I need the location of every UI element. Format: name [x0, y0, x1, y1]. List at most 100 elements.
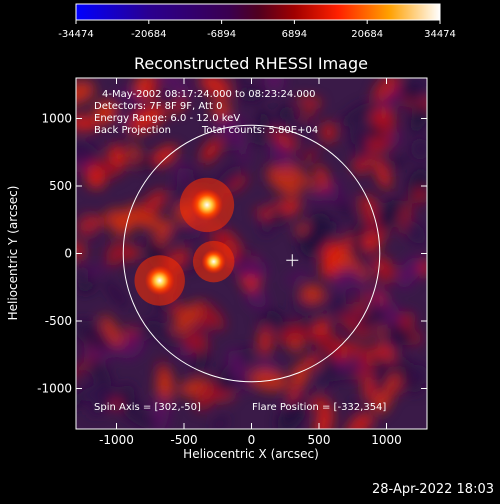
texture-blob — [165, 229, 200, 240]
x-tick-label: 1000 — [371, 433, 402, 447]
texture-blob — [170, 97, 187, 115]
chart-title: Reconstructed RHESSI Image — [134, 54, 368, 73]
flare-sources — [134, 177, 235, 306]
texture-blob — [198, 301, 225, 330]
y-tick-label: -1000 — [37, 382, 72, 396]
texture-blob — [76, 320, 112, 351]
texture-blob — [182, 330, 209, 353]
texture-blob — [270, 129, 299, 151]
texture-blob — [255, 317, 294, 330]
texture-blob — [346, 413, 374, 429]
y-tick-label: 1000 — [41, 112, 72, 126]
texture-blob — [410, 102, 427, 133]
texture-blob — [88, 358, 111, 388]
texture-blob — [399, 200, 413, 234]
texture-blob — [137, 189, 168, 221]
texture-blob — [253, 360, 279, 371]
texture-blob — [412, 188, 427, 203]
texture-blob — [158, 78, 190, 97]
texture-blob — [350, 359, 364, 373]
texture-blob — [372, 391, 390, 414]
texture-blob — [385, 332, 402, 353]
texture-blob — [417, 85, 427, 98]
texture-blob — [291, 364, 309, 386]
texture-blob — [89, 391, 120, 416]
flare-source — [144, 265, 175, 296]
texture-blob — [249, 124, 264, 148]
texture-blob — [356, 306, 387, 330]
colorbar-tick-label: 34474 — [424, 29, 456, 40]
x-tick-label: 500 — [308, 433, 331, 447]
x-axis-label: Heliocentric X (arcsec) — [183, 447, 319, 461]
texture-blob — [154, 304, 170, 313]
annotations: 4-May-2002 08:17:24.000 to 08:23:24.000 … — [94, 89, 386, 413]
texture-blob — [76, 357, 92, 385]
texture-blob — [123, 406, 160, 429]
texture-blob — [199, 78, 231, 98]
texture-blob — [337, 313, 372, 340]
texture-blob — [87, 169, 102, 188]
x-tick-label: -500 — [170, 433, 197, 447]
texture-blob — [363, 374, 374, 401]
x-tick-label: 0 — [248, 433, 256, 447]
texture-blob — [340, 102, 377, 128]
annotation-flare-position: Flare Position = [-332,354] — [252, 402, 386, 413]
texture-blob — [237, 88, 265, 102]
texture-blob — [217, 116, 247, 151]
colorbar-ticks: -34474 -20684 -6894 6894 20684 34474 — [58, 20, 456, 40]
colorbar-tick-label: 6894 — [282, 29, 307, 40]
texture-blob — [129, 142, 140, 161]
texture-blob — [76, 80, 95, 105]
texture-blob — [172, 168, 194, 208]
texture-blob — [268, 206, 288, 226]
texture-blob — [76, 140, 98, 162]
annotation-time: 4-May-2002 08:17:24.000 to 08:23:24.000 — [102, 89, 315, 100]
texture-blob — [258, 327, 271, 356]
texture-blob — [94, 99, 117, 125]
texture-blob — [235, 376, 255, 386]
x-tick-label: -1000 — [99, 433, 134, 447]
texture-blob — [173, 301, 205, 334]
texture-blob — [394, 357, 422, 394]
axis-ticks: -1000 -500 0 500 1000 -1000 -500 0 500 1000 — [37, 78, 427, 447]
texture-blob — [107, 145, 129, 166]
texture-blob — [263, 78, 285, 93]
texture-blob — [333, 357, 349, 375]
texture-blob — [285, 119, 311, 138]
texture-blob — [372, 78, 400, 103]
flare-source — [201, 249, 226, 274]
texture-blob — [211, 99, 232, 121]
texture-blob — [238, 153, 252, 162]
texture-blob — [267, 166, 303, 197]
colorbar-gradient — [75, 3, 441, 21]
texture-blob — [374, 156, 391, 190]
texture-blob — [380, 157, 410, 170]
texture-blob — [353, 222, 367, 241]
texture-blob — [118, 384, 135, 409]
texture-blob — [104, 280, 128, 309]
texture-blob — [211, 417, 229, 429]
texture-blob — [409, 364, 427, 384]
texture-blob — [299, 284, 326, 304]
annotation-energy: Energy Range: 6.0 - 12.0 keV — [94, 113, 240, 124]
texture-blob — [309, 395, 329, 409]
texture-blob — [285, 271, 310, 284]
texture-blob — [410, 138, 427, 160]
texture-blob — [401, 82, 419, 102]
annotation-spin-axis: Spin Axis = [302,-50] — [94, 402, 201, 413]
texture-blob — [355, 121, 369, 163]
texture-blob — [200, 137, 223, 164]
texture-blob — [147, 319, 179, 348]
y-tick-label: -500 — [45, 314, 72, 328]
texture-blob — [247, 290, 267, 308]
colorbar-tick-label: -34474 — [58, 29, 93, 40]
texture-blob — [115, 109, 132, 129]
texture-blob — [296, 97, 323, 106]
texture-blob — [379, 85, 408, 109]
colorbar-tick-label: -6894 — [207, 29, 236, 40]
texture-blob — [258, 107, 272, 137]
texture-blob — [368, 122, 383, 143]
texture-blob — [76, 281, 96, 293]
texture-blob — [314, 373, 330, 389]
